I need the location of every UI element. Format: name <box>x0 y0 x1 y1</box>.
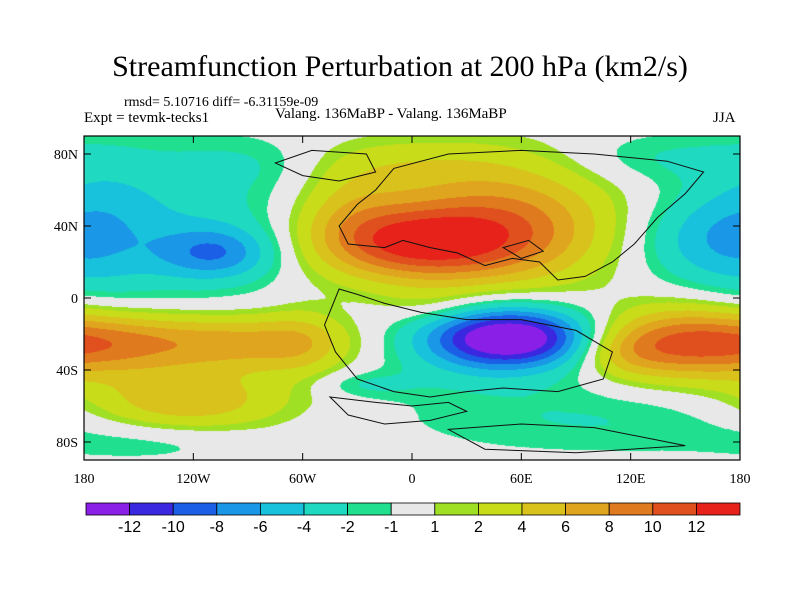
streamfunction-field <box>84 136 740 460</box>
coastlines <box>273 149 705 454</box>
x-tick-label: 60E <box>510 472 533 487</box>
coastline-outline <box>273 149 377 182</box>
colorbar-label: 8 <box>605 519 614 536</box>
colorbar-label: 6 <box>561 519 570 536</box>
colorbar-label: -8 <box>210 519 224 536</box>
colorbar-swatch <box>696 502 741 516</box>
chart-title: Streamfunction Perturbation at 200 hPa (… <box>112 50 688 83</box>
axis-ticks: 180 120W 60W 0 60E 120E 180 80N 40N 0 40S 80S <box>54 136 751 487</box>
x-tick-label: 60W <box>289 472 317 487</box>
coastline-outline <box>501 239 545 259</box>
colorbar-swatch <box>303 502 348 516</box>
colorbar-swatch <box>608 502 654 516</box>
colorbar-swatch <box>216 502 261 516</box>
colorbar-label: -10 <box>162 519 185 536</box>
colorbar-swatch <box>129 502 174 516</box>
colorbar-label: 2 <box>474 519 483 536</box>
y-tick-label: 80S <box>56 436 78 451</box>
coastline-outline <box>446 423 686 454</box>
colorbar-label: -4 <box>297 519 311 536</box>
coastline-outline <box>328 396 469 425</box>
colorbar-swatch <box>477 502 523 516</box>
colorbar-label: -6 <box>253 519 267 536</box>
x-tick-label: 180 <box>730 472 751 487</box>
y-tick-label: 40S <box>56 364 78 379</box>
x-tick-label: 120W <box>176 472 211 487</box>
colorbar-label: -12 <box>118 519 141 536</box>
colorbar-label: 4 <box>518 519 527 536</box>
y-tick-label: 40N <box>54 220 78 235</box>
y-tick-label: 0 <box>71 292 78 307</box>
colorbar-label: 1 <box>430 519 439 536</box>
colorbar: -12 -10 -8 -6 -4 -2 -1 1 2 4 6 8 10 12 <box>85 502 741 536</box>
x-tick-label: 120E <box>616 472 646 487</box>
y-tick-label: 80N <box>54 148 78 163</box>
coastline-outline <box>338 149 705 281</box>
colorbar-swatch <box>85 502 130 516</box>
colorbar-swatch <box>259 502 305 516</box>
colorbar-label: -1 <box>384 519 398 536</box>
colorbar-label: -2 <box>340 519 354 536</box>
colorbar-swatch <box>521 502 566 516</box>
colorbar-swatch <box>172 502 218 516</box>
colorbar-swatch <box>652 502 697 516</box>
colorbar-swatch <box>347 502 392 516</box>
x-tick-label: 0 <box>409 472 416 487</box>
colorbar-swatch <box>390 502 436 516</box>
colorbar-swatch <box>565 502 610 516</box>
experiment-label: Expt = tevmk-tecks1 <box>84 110 210 126</box>
season-label: JJA <box>713 110 736 126</box>
x-tick-label: 180 <box>74 472 95 487</box>
stats-text: rmsd= 5.10716 diff= -6.31159e-09 <box>124 95 319 110</box>
comparison-label: Valang. 136MaBP - Valang. 136MaBP <box>275 106 507 122</box>
colorbar-label: 12 <box>688 519 706 536</box>
coastline-outline <box>323 288 614 398</box>
colorbar-swatch <box>434 502 479 516</box>
colorbar-label: 10 <box>644 519 662 536</box>
